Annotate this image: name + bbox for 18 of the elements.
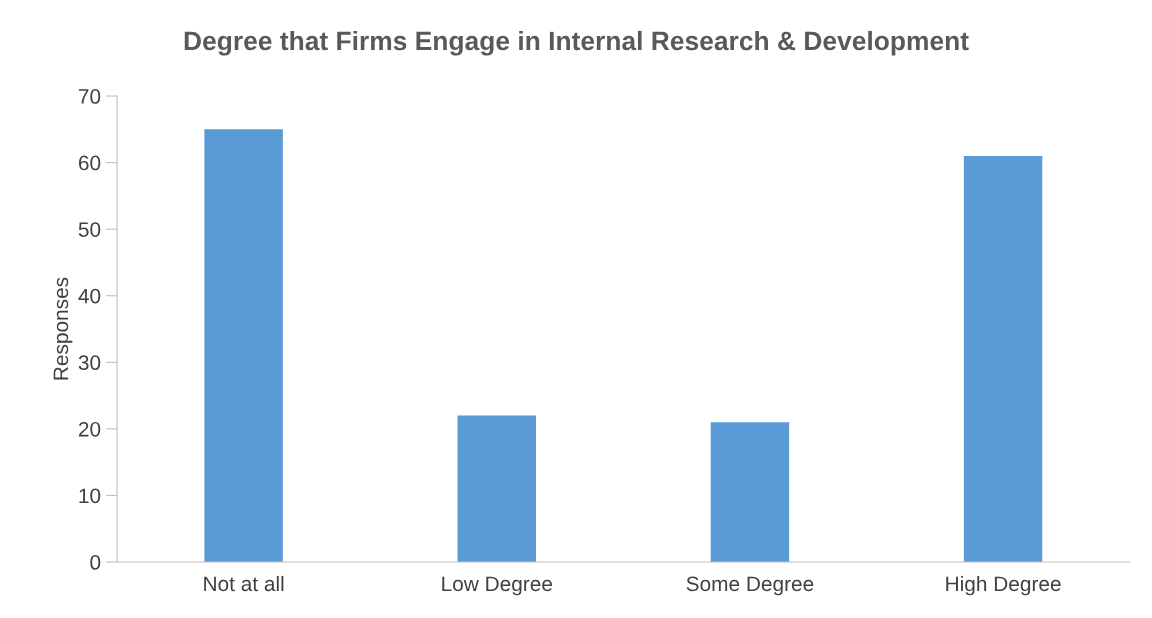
y-tick-label: 0	[90, 555, 101, 570]
y-tick-label: 50	[78, 222, 101, 237]
bar	[963, 155, 1043, 563]
x-tick-label: High Degree	[946, 575, 1061, 596]
x-tick-label: Some Degree	[686, 576, 814, 596]
bar	[457, 415, 537, 563]
x-tick-label: Not at all	[204, 575, 284, 592]
chart-title: Degree that Firms Engage in Internal Research & Development	[184, 30, 969, 56]
y-tick-label: 70	[78, 89, 101, 104]
y-tick-label: 10	[79, 488, 101, 504]
x-tick-label: Low Degree	[442, 576, 553, 596]
y-tick-label: 30	[78, 355, 101, 371]
y-tick-label: 60	[78, 155, 101, 171]
bar	[204, 129, 283, 563]
y-tick-label: 40	[78, 288, 101, 304]
y-axis-title: Responses	[53, 277, 73, 380]
bar	[710, 422, 790, 563]
y-tick-label: 20	[78, 421, 101, 437]
